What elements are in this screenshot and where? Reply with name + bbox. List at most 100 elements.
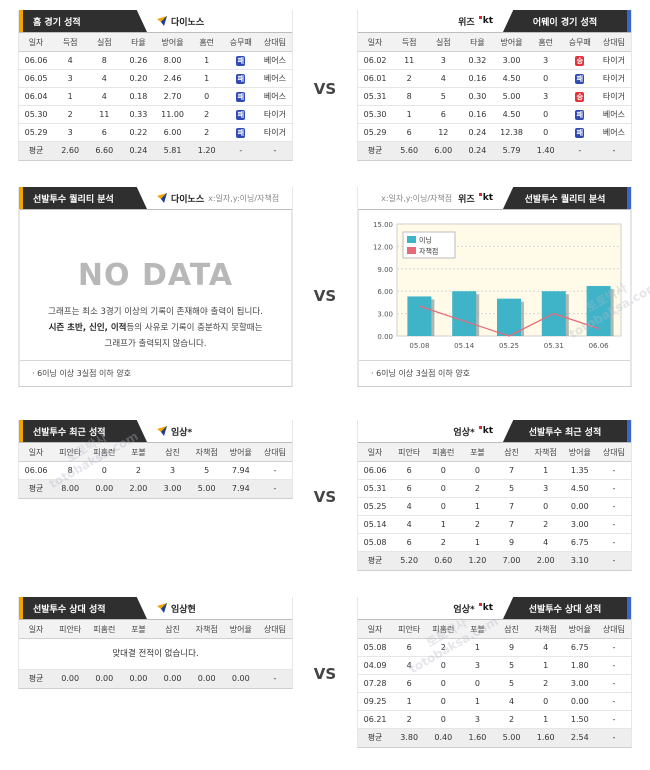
average-cell: 6.60 [87,141,122,160]
table-cell: 1 [528,710,563,729]
table-cell: 0.16 [460,69,495,88]
vs-label: VS [313,488,337,506]
column-header: 상대팀 [257,32,292,52]
column-header: 자책점 [189,442,224,462]
average-cell: - [257,141,292,160]
table-cell: 6 [392,674,427,693]
average-cell: 평균 [358,141,393,160]
table-cell: 05.08 [358,533,393,552]
column-header: 방어율 [494,32,529,52]
table-cell: 06.01 [358,69,393,88]
table-cell: 6 [392,533,427,552]
table-cell: 6 [392,638,427,657]
average-cell: 평균 [358,728,393,747]
table-cell: - [596,656,631,675]
table-cell: 4.50 [494,69,529,88]
average-cell: 2.00 [528,551,563,570]
table-cell: 4.50 [562,479,597,498]
result-badge: 패 [575,109,585,120]
table-cell: 11 [87,105,122,124]
table-row: 06.04 1 4 0.18 2.70 0 패 베어스 [19,87,292,106]
pitcher-name: 엄상* kt [453,603,493,615]
table-cell: 3.00 [562,674,597,693]
panel-tab: 어웨이 경기 성적 [503,10,631,32]
column-header: 상대팀 [596,442,631,462]
table-cell: 8.00 [155,51,190,70]
column-header: 피안타 [53,619,88,639]
table-cell: 2 [460,479,495,498]
average-cell: 평균 [19,141,54,160]
table-cell: 12 [426,123,461,142]
column-header: 승무패 [223,32,258,52]
average-cell: 평균 [19,479,54,498]
x-tick-label: 05.14 [454,342,475,350]
average-cell: 1.20 [189,141,224,160]
table-cell: 0 [426,497,461,516]
quality-note: · 6이닝 이상 3실점 이하 양호 [359,360,630,386]
pitcher-name: 임상* [157,420,192,442]
table-cell: 3 [155,461,190,480]
table-row: 06.01 2 4 0.16 4.50 0 패 타이거 [358,69,631,88]
pitcher-vs-table: 일자 피안타 피홈런 포볼 삼진 자책점 방어율 상대팀 맞대결 전적이 없습니다. 평균 0.00… [19,619,292,688]
column-header: 실점 [426,32,461,52]
table-cell: 3 [460,656,495,675]
no-data-area: NO DATA 그래프는 최소 3경기 이상의 기록이 존재해야 출력이 됩니다… [20,210,291,360]
table-cell: 2 [392,69,427,88]
table-row: 04.09 4 0 3 5 1 1.80- [358,656,631,675]
table-cell: 4 [392,656,427,675]
table-cell: 06.21 [358,710,393,729]
no-data-title: NO DATA [77,258,234,293]
dinos-logo-icon [157,193,167,203]
pitcher-recent-right: 엄상* kt 선발투수 최근 성적 일자 피안타 피홈런 포볼 삼진 자책점 방어율 상대팀 06… [357,420,632,571]
table-cell: 2 [494,710,529,729]
column-header: 피안타 [392,619,427,639]
table-cell: 4 [87,69,122,88]
table-cell: 3 [53,69,88,88]
average-cell: 1.20 [460,551,495,570]
table-cell: 2 [426,533,461,552]
table-cell: 3 [528,87,563,106]
average-cell: 1.60 [460,728,495,747]
result-cell: 패 [223,123,258,142]
table-cell: 0.33 [121,105,156,124]
average-cell: 0.40 [426,728,461,747]
table-cell: 07.28 [358,674,393,693]
column-header: 상대팀 [596,32,631,52]
bar [407,296,432,336]
table-cell: - [596,533,631,552]
team-name: 다이노스 x:일자,y:이닝/자책점 [157,187,279,209]
table-cell: 0.00 [562,497,597,516]
table-cell: 2 [189,123,224,142]
table-cell: 9 [494,533,529,552]
average-cell: 5.79 [494,141,529,160]
table-cell: 6.75 [562,533,597,552]
table-cell: 5 [494,674,529,693]
table-cell: 0.22 [121,123,156,142]
table-cell: 05.31 [358,479,393,498]
table-cell: 7 [494,461,529,480]
column-header: 득점 [392,32,427,52]
column-header: 방어율 [223,442,258,462]
table-cell: 0.26 [121,51,156,70]
table-cell: 4 [392,497,427,516]
column-header: 상대팀 [257,619,292,639]
result-cell: 패 [223,69,258,88]
table-cell: 3 [528,51,563,70]
column-header: 삼진 [494,442,529,462]
table-cell: 06.02 [358,51,393,70]
table-cell: 05.25 [358,497,393,516]
average-cell: 0.00 [53,669,88,688]
table-cell: 6 [392,461,427,480]
panel-tab: 선발투수 퀄리티 분석 [503,187,631,209]
table-cell: 3 [426,51,461,70]
table-cell: 11 [392,51,427,70]
average-cell: 5.00 [494,728,529,747]
y-tick-label: 15.00 [373,221,393,229]
average-row: 평균 5.20 0.60 1.20 7.00 2.00 3.10- [358,551,631,570]
y-tick-label: 6.00 [377,288,393,296]
table-cell: - [596,479,631,498]
table-row: 09.25 1 0 1 4 0 0.00- [358,692,631,711]
table-cell: 1.50 [562,710,597,729]
column-header: 득점 [53,32,88,52]
table-cell: 7.94 [223,461,258,480]
